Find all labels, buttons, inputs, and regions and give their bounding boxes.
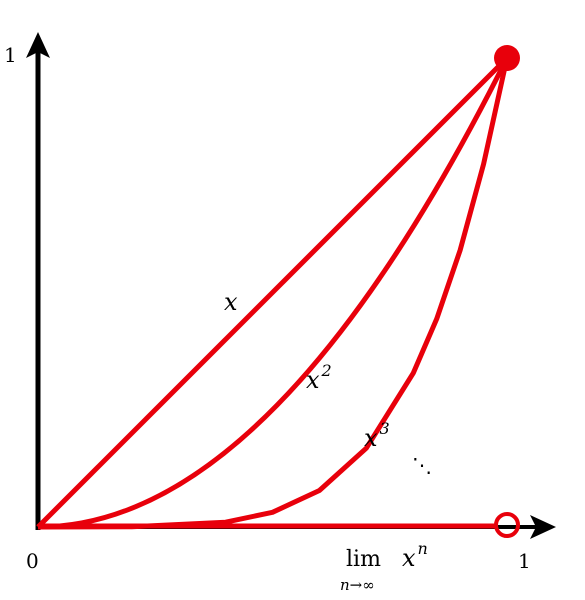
label-exponent: 3 (380, 419, 390, 438)
ellipsis: ⋱ (412, 453, 432, 477)
limit-base: x (402, 544, 416, 572)
limit-subscript: n→∞ (340, 576, 375, 594)
curve-label: x (224, 288, 238, 316)
curve-x (36, 56, 509, 529)
origin-label: 0 (26, 549, 39, 573)
label-base: x (224, 288, 238, 316)
x-arrowhead (530, 515, 556, 539)
curve-x2 (37, 56, 510, 530)
label-base: x (306, 366, 320, 394)
open-point (494, 512, 520, 538)
label-base: x (364, 424, 378, 452)
y-top-label: 1 (4, 43, 17, 67)
limit-operator: lim (346, 547, 381, 572)
limit-exponent: n (418, 539, 428, 558)
curves (36, 56, 520, 538)
x-right-label: 1 (518, 549, 531, 573)
label-exponent: 2 (321, 361, 332, 380)
y-arrowhead (26, 32, 50, 58)
closed-point (494, 45, 520, 71)
